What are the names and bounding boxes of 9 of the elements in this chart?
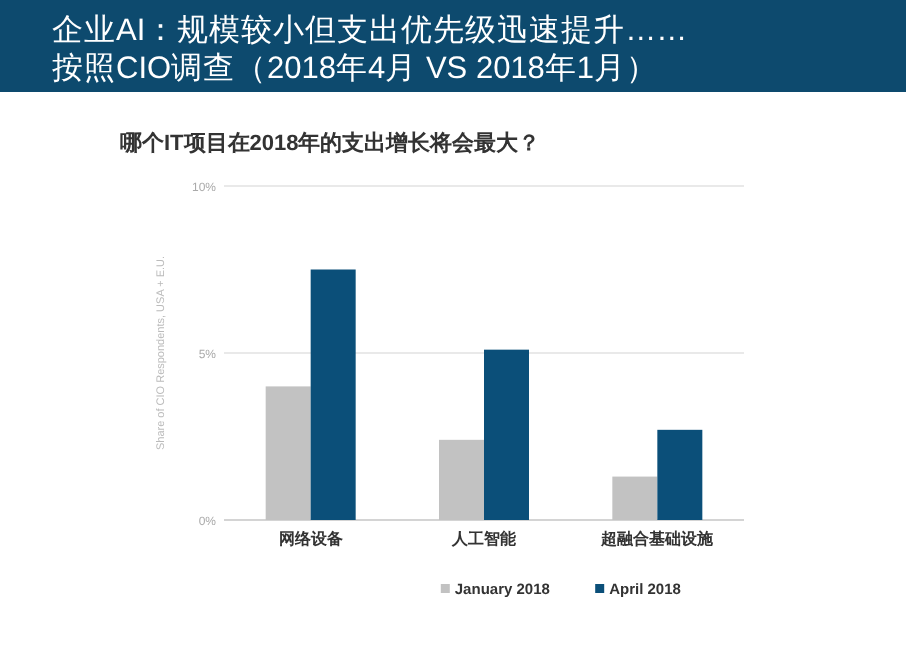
text: 哪个IT项目在2018年的支出增长将会最大？ <box>120 130 541 156</box>
x-tick-label: 人工智能 <box>450 530 518 548</box>
bar <box>310 269 356 520</box>
chart-subtitle: 按照CIO调查（2018年4月 VS 2018年1月） <box>52 50 659 86</box>
bar <box>657 429 703 520</box>
x-tick-label: 超融合基础设施 <box>599 530 716 548</box>
bar <box>484 349 529 520</box>
x-tick-label: 网络设备 <box>278 530 345 548</box>
chart-title: 企业AI：规模较小但支出优先级迅速提升…… <box>52 12 688 48</box>
